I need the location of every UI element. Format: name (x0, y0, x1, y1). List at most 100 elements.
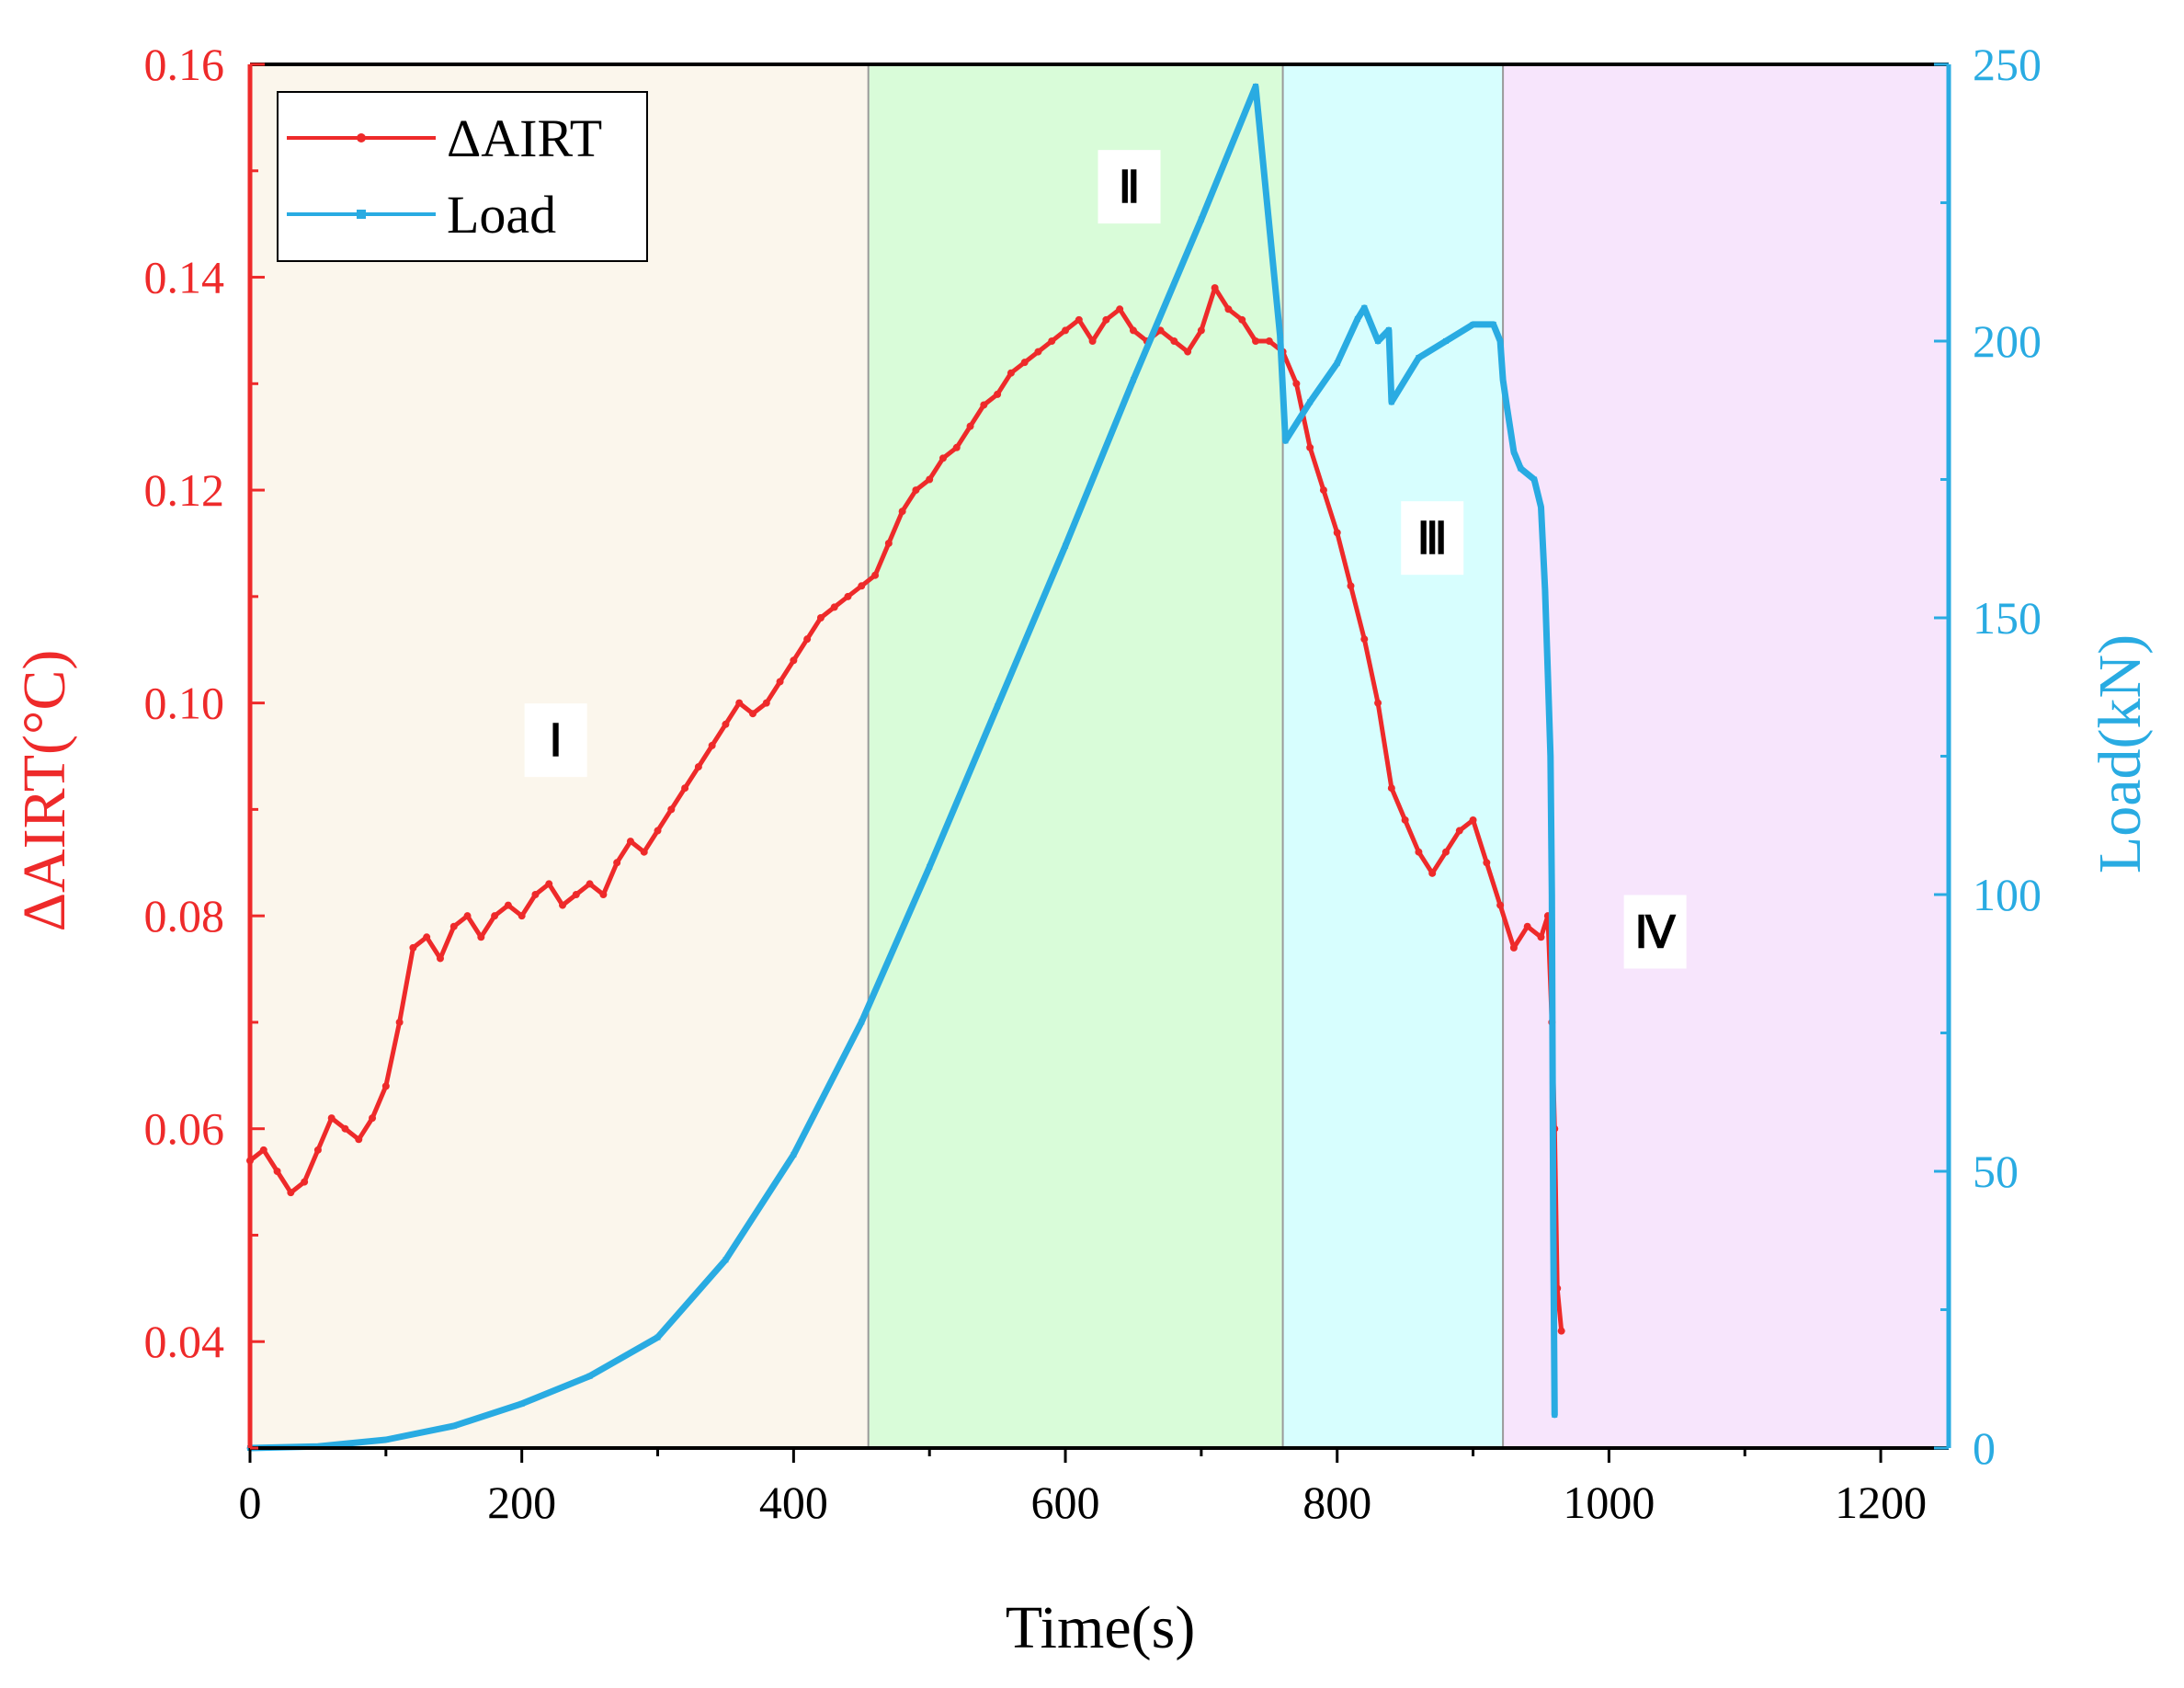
series-point-airt (1428, 869, 1437, 877)
series-point-load (1510, 449, 1517, 455)
y-right-axis-title: Load(kN) (2087, 634, 2154, 873)
series-point-airt (654, 827, 662, 835)
series-point-airt (1523, 922, 1531, 930)
series-point-load (1544, 670, 1551, 677)
series-point-airt (327, 1114, 336, 1123)
series-point-load (1541, 587, 1548, 593)
series-point-airt (1197, 326, 1205, 335)
series-point-airt (884, 539, 893, 547)
series-point-airt (1116, 305, 1124, 314)
series-point-airt (708, 741, 716, 749)
series-point-airt (1537, 933, 1545, 941)
series-point-airt (1088, 337, 1097, 345)
stage-backgrounds (250, 64, 1949, 1448)
series-point-airt (871, 571, 880, 579)
series-point-airt (952, 443, 961, 451)
y-left-tick-label: 0.08 (144, 890, 225, 941)
series-point-airt (980, 401, 988, 409)
series-point-airt (463, 912, 472, 920)
series-point-load (654, 1334, 661, 1340)
series-line-load (246, 83, 1558, 1452)
series-point-airt (313, 1146, 322, 1154)
y-left-tick-label: 0.16 (144, 39, 225, 90)
stage-label-1: Ⅰ (550, 717, 563, 766)
series-point-airt (1360, 635, 1369, 644)
series-point-airt (531, 891, 540, 898)
series-point-airt (722, 720, 730, 728)
y-right-tick-label: 200 (1973, 315, 2042, 367)
legend-load-marker (357, 210, 366, 219)
y-left-tick-label: 0.04 (144, 1316, 225, 1367)
stage-region-4 (1503, 64, 1949, 1448)
stage-region-3 (1282, 64, 1504, 1448)
series-point-airt (926, 475, 934, 484)
series-point-airt (816, 614, 825, 622)
series-point-airt (694, 763, 702, 771)
series-point-airt (1007, 369, 1015, 377)
series-point-airt (613, 859, 621, 867)
series-point-airt (1509, 943, 1518, 952)
series-point-load (1500, 377, 1507, 383)
series-point-airt (1306, 443, 1314, 451)
series-point-airt (369, 1114, 377, 1123)
series-point-airt (640, 848, 648, 856)
series-point-airt (1224, 305, 1233, 314)
series-point-airt (1129, 326, 1137, 335)
series-point-airt (1034, 348, 1042, 356)
series-point-airt (1415, 848, 1423, 856)
series-point-airt (504, 901, 512, 909)
series-point-airt (409, 943, 417, 952)
series-point-airt (395, 1018, 404, 1026)
series-point-airt (1238, 315, 1246, 324)
series-point-airt (1062, 326, 1070, 335)
y-left-axis-title: ΔAIRT(°C) (11, 650, 78, 932)
series-point-load (1354, 315, 1360, 322)
series-point-airt (1441, 848, 1450, 856)
stage-label-box-4 (1623, 895, 1687, 969)
series-point-airt (1557, 1327, 1565, 1335)
series-point-load (859, 1019, 865, 1025)
series-point-airt (762, 699, 770, 707)
series-point-airt (287, 1189, 295, 1197)
series-point-airt (599, 891, 608, 898)
series-point-airt (1469, 815, 1477, 824)
series-point-load (1375, 338, 1382, 344)
series-point-load (995, 703, 1001, 710)
series-point-airt (1333, 529, 1341, 537)
series-point-airt (1211, 284, 1219, 292)
series-point-airt (776, 678, 784, 686)
series-point-airt (273, 1168, 281, 1175)
series-point-load (382, 1436, 389, 1443)
series-point-airt (341, 1124, 349, 1133)
x-tick-label: 800 (1302, 1477, 1371, 1528)
series-point-airt (586, 880, 594, 888)
series-point-airt (1496, 901, 1505, 909)
series-point-airt (1102, 315, 1110, 324)
series-point-load (1549, 892, 1555, 897)
series-point-airt (844, 592, 852, 600)
series-point-airt (491, 912, 499, 920)
series-point-load (1277, 332, 1283, 338)
series-point-airt (1156, 326, 1165, 335)
series-point-airt (938, 454, 947, 462)
y-right-tick-label: 100 (1973, 869, 2042, 920)
y-left-tick-label: 0.14 (144, 252, 225, 303)
series-point-airt (423, 933, 431, 941)
series-point-airt (735, 699, 744, 707)
axes: 0 200 400 600 800 1000 12000.040.060.080.100.1… (144, 39, 2042, 1528)
stage-labels: Ⅰ Ⅱ Ⅲ Ⅳ (524, 150, 1687, 969)
series-point-airt (1401, 815, 1409, 824)
series-point-load (586, 1373, 593, 1379)
stage-label-box-1 (524, 703, 587, 778)
series-point-airt (1319, 486, 1327, 495)
y-right-tick-label: 250 (1973, 39, 2042, 90)
series-point-load (1470, 321, 1476, 327)
series-point-airt (749, 710, 757, 718)
legend: ΔAIRT Load (277, 91, 648, 262)
x-tick-label: 1000 (1563, 1477, 1655, 1528)
series-point-load (1550, 1224, 1556, 1230)
series-point-load (722, 1257, 729, 1263)
y-right-tick-label: 150 (1973, 592, 2042, 644)
stage-region-2 (868, 64, 1283, 1448)
series-point-airt (381, 1082, 390, 1090)
